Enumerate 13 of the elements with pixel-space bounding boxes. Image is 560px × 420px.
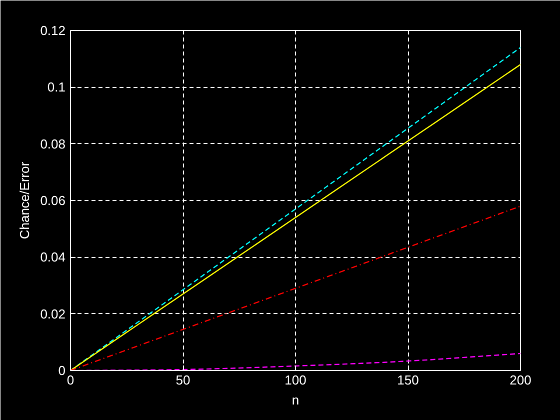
- x-tick-label: 200: [510, 372, 532, 388]
- x-tick-label: 100: [284, 372, 306, 388]
- y-tick-label: 0.06: [40, 193, 66, 208]
- x-tick-label: 150: [397, 372, 419, 388]
- y-tick-label: 0.04: [40, 250, 66, 265]
- x-axis-title: n: [292, 392, 300, 408]
- y-axis-title: Chance/Error: [17, 161, 32, 240]
- y-tick-label: 0.12: [40, 23, 66, 38]
- y-tick-label: 0.1: [47, 80, 66, 95]
- y-tick-label: 0.02: [40, 306, 66, 322]
- y-tick-label: 0: [58, 363, 66, 378]
- x-tick-label: 50: [176, 372, 190, 388]
- y-tick-label: 0.08: [40, 136, 66, 152]
